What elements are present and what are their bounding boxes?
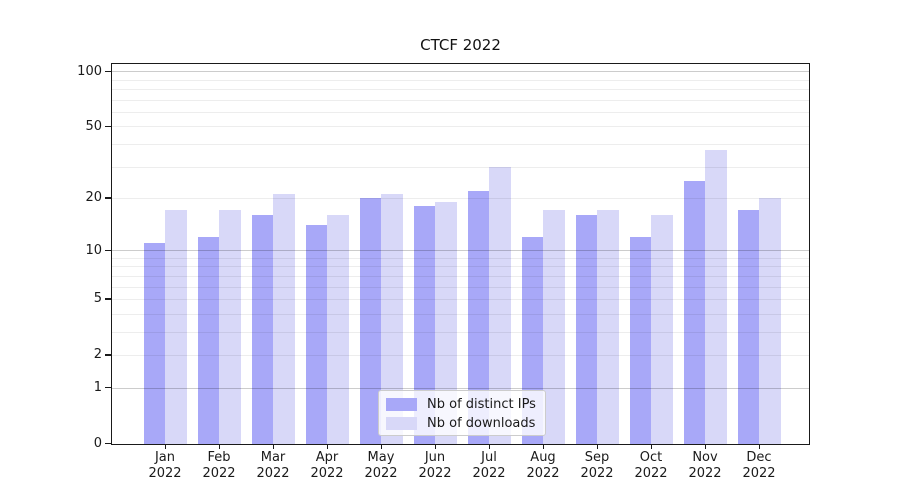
x-tick-mark-feb [218,444,220,449]
x-tick-label-may: May 2022 [364,450,398,481]
y-tick-mark-100 [105,70,112,73]
x-tick-label-nov: Nov 2022 [688,450,722,481]
y-tick-mark-2 [105,354,112,356]
x-tick-mark-sep [596,444,598,449]
gridline-20 [112,197,809,199]
bar-downloads-aug [543,210,565,444]
bar-downloads-jan [165,210,187,444]
x-tick-mark-jul [488,444,490,449]
gridline-2 [112,354,809,356]
legend-swatch-ips [386,398,417,411]
x-tick-mark-jun [434,444,436,449]
x-tick-label-sep: Sep 2022 [580,450,614,481]
y-tick-label-10: 10 [85,242,102,258]
bar-downloads-dec [759,197,781,444]
gridline-10 [112,250,809,252]
legend-swatch-downloads [386,417,417,430]
x-tick-mark-oct [650,444,652,449]
bar-downloads-apr [327,215,349,444]
y-tick-label-50: 50 [85,118,102,134]
y-tick-mark-50 [105,125,112,128]
bar-downloads-may [381,194,403,444]
x-tick-label-mar: Mar 2022 [256,450,290,481]
bar-ips-feb [197,236,219,444]
gridline-40 [112,144,809,145]
gridline-8 [112,266,809,268]
y-tick-label-100: 100 [77,63,102,79]
y-tick-label-5: 5 [93,291,102,307]
bar-ips-dec [737,210,759,444]
bar-downloads-jun [435,201,457,444]
y-tick-mark-10 [105,249,112,251]
x-tick-label-jul: Jul 2022 [472,450,506,481]
plot-area: Nb of distinct IPs Nb of downloads [111,63,810,445]
x-tick-mark-dec [758,444,760,449]
bar-ips-oct [629,236,651,444]
x-tick-mark-aug [542,444,544,449]
bar-downloads-nov [705,150,727,444]
bar-downloads-sep [597,210,619,444]
gridline-7 [112,275,809,277]
gridline-1 [112,387,809,389]
gridline-6 [112,286,809,288]
gridline-50 [112,126,809,128]
x-tick-mark-may [380,444,382,449]
bar-downloads-feb [219,210,241,444]
gridline-3 [112,331,809,333]
y-tick-mark-0 [105,443,112,445]
gridline-5 [112,298,809,300]
bar-ips-apr [305,225,327,444]
x-tick-label-jun: Jun 2022 [418,450,452,481]
x-tick-label-aug: Aug 2022 [526,450,560,481]
bar-downloads-jul [489,166,511,444]
y-tick-label-0: 0 [93,436,102,451]
legend-label-ips: Nb of distinct IPs [427,397,536,412]
gridline-4 [112,313,809,315]
bar-ips-sep [575,215,597,444]
legend: Nb of distinct IPs Nb of downloads [378,390,546,436]
x-tick-label-apr: Apr 2022 [310,450,344,481]
y-tick-label-20: 20 [85,190,102,206]
gridline-30 [112,166,809,168]
bar-ips-jul [467,190,489,444]
gridline-60 [112,111,809,113]
gridline-80 [112,89,809,91]
x-tick-label-jan: Jan 2022 [148,450,182,481]
x-tick-label-oct: Oct 2022 [634,450,668,481]
y-tick-mark-5 [105,298,112,300]
bar-downloads-oct [651,215,673,444]
y-tick-label-2: 2 [93,347,102,363]
bar-ips-nov [683,180,705,444]
legend-label-downloads: Nb of downloads [427,416,536,431]
y-tick-label-1: 1 [93,380,102,396]
gridline-100 [112,71,809,73]
bar-ips-mar [251,215,273,444]
x-tick-mark-nov [704,444,706,449]
x-tick-label-feb: Feb 2022 [202,450,236,481]
gridline-9 [112,257,809,259]
x-tick-label-dec: Dec 2022 [742,450,776,481]
y-tick-mark-1 [105,387,112,389]
legend-entry-downloads: Nb of downloads [379,414,545,433]
x-tick-mark-mar [272,444,274,449]
bar-ips-jun [413,206,435,444]
bar-ips-may [359,197,381,444]
x-tick-mark-apr [326,444,328,449]
gridline-90 [112,79,809,81]
gridline-70 [112,99,809,101]
chart-title: CTCF 2022 [420,36,501,54]
y-tick-mark-20 [105,197,112,199]
bar-ips-jan [143,243,165,444]
legend-entry-ips: Nb of distinct IPs [379,395,545,414]
bar-downloads-mar [273,194,295,444]
x-tick-mark-jan [164,444,166,449]
